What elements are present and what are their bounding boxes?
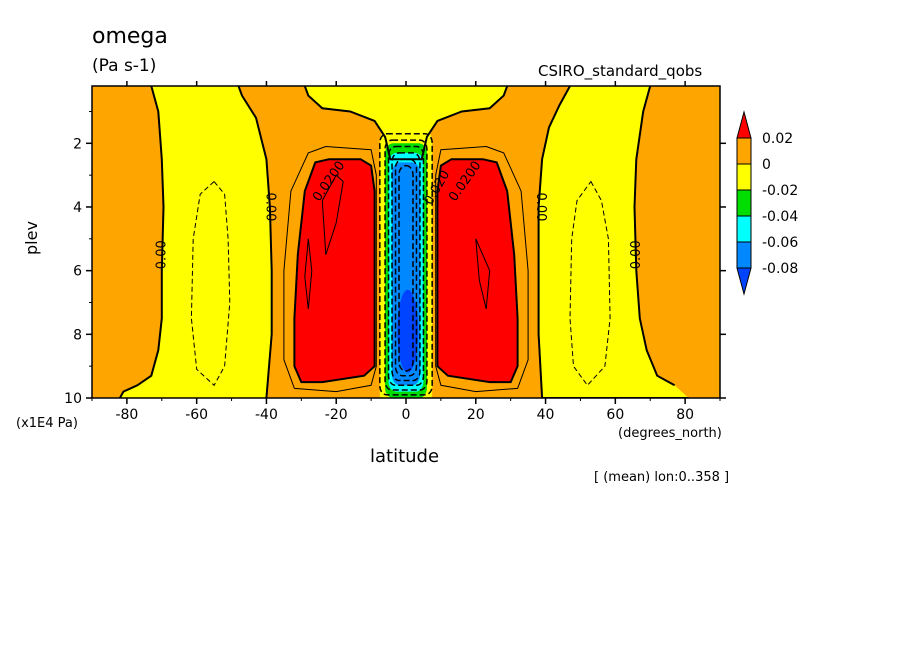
x-tick-label: 20	[467, 407, 485, 423]
contour-region-north-subsidence	[437, 159, 518, 383]
colorbar-swatch	[736, 163, 752, 191]
x-axis-label: latitude	[370, 446, 440, 467]
footnote: [ (mean) lon:0..358 ]	[594, 470, 730, 485]
x-tick-label: -20	[325, 407, 348, 423]
x-tick-label: -60	[185, 407, 208, 423]
contour-region-south-subsidence	[294, 159, 375, 383]
contour-label-5: 0.00	[533, 193, 548, 222]
contour-line-equatorial-0	[379, 133, 433, 396]
x-tick-label: 40	[537, 407, 555, 423]
contour-line-north-max-a	[475, 238, 491, 310]
y-tick-label: 10	[64, 391, 82, 407]
contour-line-equatorial-2	[387, 145, 425, 387]
equatorial-core-darkblue	[397, 289, 419, 373]
contour-line-equatorial-1	[384, 139, 428, 391]
contour-region-north-negative	[538, 86, 689, 398]
colorbar-swatch	[736, 189, 752, 217]
contour-line-south-dashed	[190, 180, 231, 387]
colorbar-swatch	[736, 137, 752, 165]
contour-line-north-dashed	[569, 180, 611, 387]
contour-line-equatorial-5	[398, 164, 414, 372]
x-tick-label: 80	[676, 407, 694, 423]
contour-line-north-0.02	[436, 158, 519, 384]
y-tick-label: 4	[73, 200, 82, 216]
colorbar-label: -0.06	[762, 235, 798, 251]
contour-label-6: 0.00	[629, 240, 644, 269]
y-tick-label: 2	[73, 136, 82, 152]
contour-line-zero-south-inner	[237, 86, 273, 398]
colorbar-label: 0	[762, 157, 771, 173]
contour-line-south-0.01	[283, 145, 377, 393]
contour-line-zero-north-outer	[633, 86, 676, 387]
chart-units: (Pa s-1)	[92, 56, 157, 76]
contour-line-south-0.02	[293, 158, 376, 384]
x-axis-units: (degrees_north)	[618, 426, 722, 441]
colorbar-swatch	[736, 215, 752, 243]
y-axis-multiplier: (x1E4 Pa)	[16, 416, 78, 431]
contour-line-south-max-b	[304, 238, 313, 309]
x-tick-label: 0	[402, 407, 411, 423]
x-tick-label: -40	[255, 407, 278, 423]
contour-line-zero-north-inner	[537, 86, 689, 398]
contour-region-top-negative	[304, 86, 508, 160]
contour-line-north-0.01	[435, 145, 529, 393]
colorbar-cap-bottom	[736, 267, 752, 296]
contour-line-south-max-a	[321, 174, 344, 255]
colorbar-swatch	[736, 241, 752, 269]
contour-line-equatorial-4	[394, 158, 418, 377]
contour-line-equatorial-3	[391, 152, 421, 382]
chart-subtitle: CSIRO_standard_qobs	[538, 62, 703, 80]
x-tick-label: 60	[606, 407, 624, 423]
contour-region-south-negative	[119, 86, 272, 398]
y-tick-label: 6	[73, 264, 82, 280]
colorbar-cap-top	[736, 110, 752, 139]
colorbar-label: -0.02	[762, 183, 798, 199]
colorbar-label: -0.08	[762, 261, 798, 277]
colorbar-label: -0.04	[762, 209, 798, 225]
contour-label-0: 0.00	[154, 240, 169, 269]
x-tick-label: -80	[115, 407, 138, 423]
y-tick-label: 8	[73, 327, 82, 343]
contour-line-zero-south-outer	[119, 86, 165, 398]
colorbar-label: 0.02	[762, 131, 793, 147]
contour-label-1: 0.00	[262, 193, 277, 222]
chart-title: omega	[92, 24, 168, 49]
